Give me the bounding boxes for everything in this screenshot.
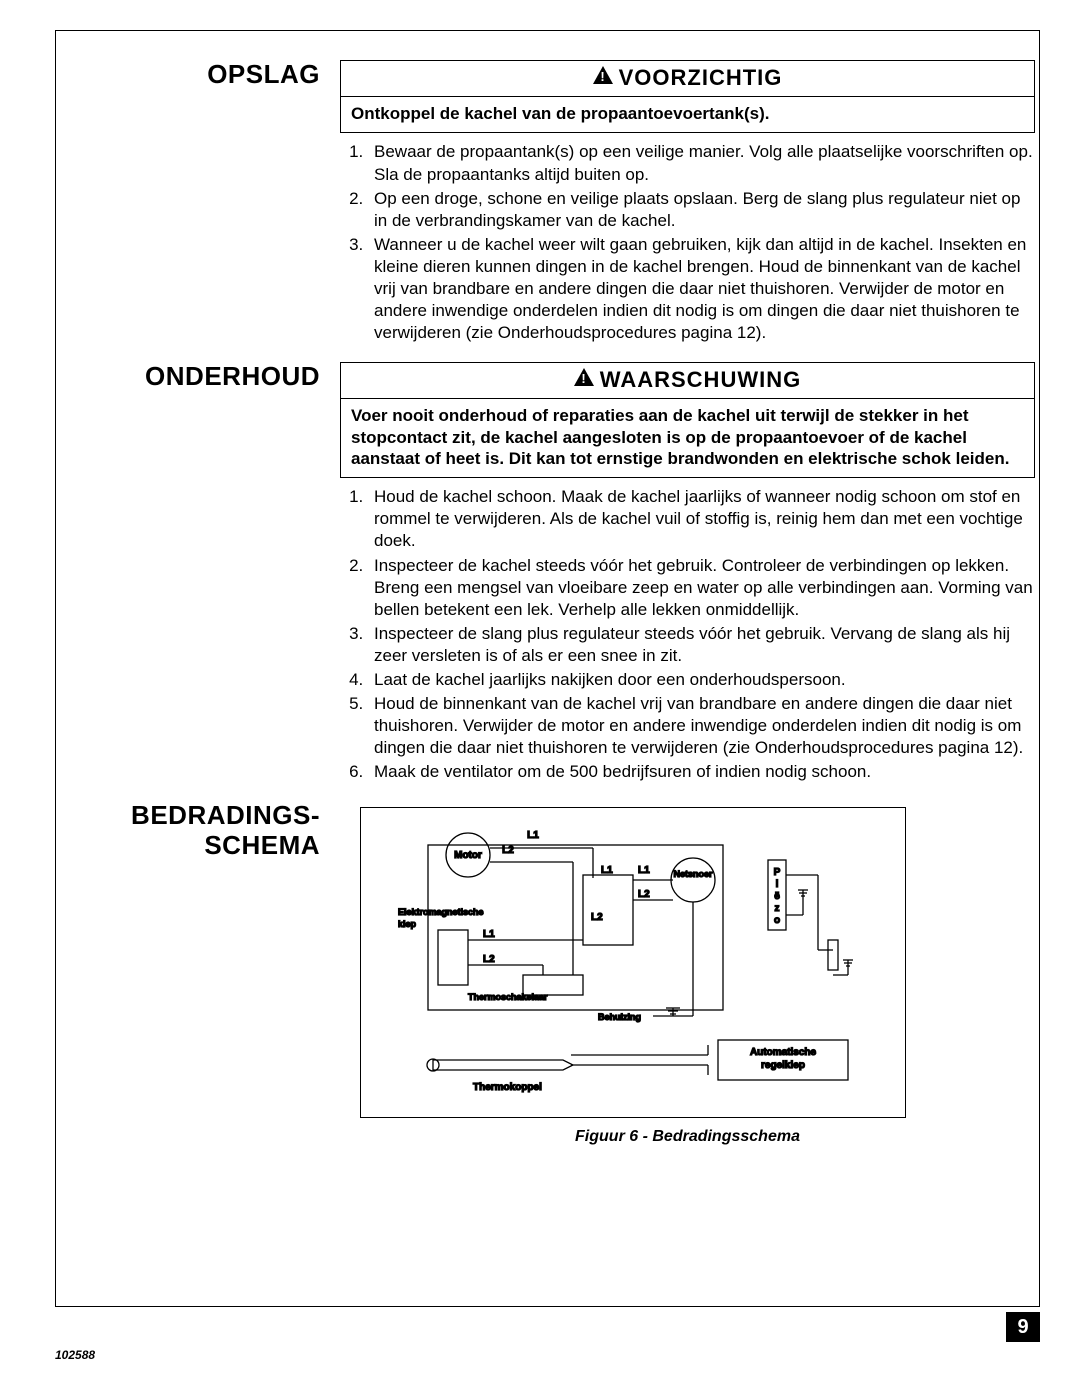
list-item: Bewaar de propaantank(s) op een veilige …	[368, 141, 1035, 185]
label-motor: Motor	[454, 850, 482, 861]
alert-title: WAARSCHUWING	[600, 367, 801, 392]
alert-title: VOORZICHTIG	[619, 65, 783, 90]
list-item: Maak de ventilator om de 500 bedrijfsure…	[368, 761, 1035, 783]
alert-header: ! WAARSCHUWING	[341, 363, 1034, 399]
svg-text:L1: L1	[601, 865, 613, 876]
label-elektro-klep: Elektromagnetische	[398, 907, 484, 917]
document-id: 102588	[55, 1348, 95, 1362]
page-number: 9	[1006, 1312, 1040, 1342]
wiring-diagram: Motor L1 L2 L1	[360, 807, 906, 1118]
alert-body: Ontkoppel de kachel van de propaantoevoe…	[341, 97, 1034, 132]
svg-text:P: P	[774, 867, 781, 878]
opslag-list: Bewaar de propaantank(s) op een veilige …	[340, 141, 1035, 344]
label-auto-klep: Automatische	[750, 1047, 817, 1058]
figure-caption: Figuur 6 - Bedradingsschema	[340, 1128, 1035, 1146]
list-item: Wanneer u de kachel weer wilt gaan gebru…	[368, 234, 1035, 344]
svg-text:!: !	[600, 69, 605, 84]
list-item: Op een droge, schone en veilige plaats o…	[368, 188, 1035, 232]
svg-text:L1: L1	[638, 865, 650, 876]
list-item: Laat de kachel jaarlijks nakijken door e…	[368, 669, 1035, 691]
svg-text:o: o	[774, 915, 780, 926]
svg-text:!: !	[581, 371, 586, 386]
svg-text:i: i	[776, 879, 779, 890]
list-item: Houd de binnenkant van de kachel vrij va…	[368, 693, 1035, 759]
alert-voorzichtig: ! VOORZICHTIG Ontkoppel de kachel van de…	[340, 60, 1035, 133]
alert-body: Voer nooit onderhoud of reparaties aan d…	[341, 399, 1034, 477]
svg-text:z: z	[775, 903, 780, 914]
section-heading-opslag: OPSLAG	[120, 60, 340, 90]
svg-text:ë: ë	[774, 891, 780, 902]
list-item: Inspecteer de slang plus regulateur stee…	[368, 623, 1035, 667]
svg-text:klep: klep	[398, 919, 417, 929]
section-heading-onderhoud: ONDERHOUD	[120, 362, 340, 392]
label-thermokoppel: Thermokoppel	[473, 1082, 542, 1093]
list-item: Houd de kachel schoon. Maak de kachel ja…	[368, 486, 1035, 552]
alert-waarschuwing: ! WAARSCHUWING Voer nooit onderhoud of r…	[340, 362, 1035, 478]
svg-text:L2: L2	[483, 954, 495, 965]
warning-icon: !	[593, 64, 613, 90]
svg-text:L2: L2	[502, 845, 514, 856]
wiring-svg: Motor L1 L2 L1	[373, 820, 868, 1100]
svg-text:L2: L2	[591, 912, 603, 923]
alert-header: ! VOORZICHTIG	[341, 61, 1034, 97]
section-heading-bedrading: BEDRADINGS- SCHEMA	[120, 801, 340, 861]
svg-text:regelklep: regelklep	[761, 1060, 805, 1071]
list-item: Inspecteer de kachel steeds vóór het geb…	[368, 555, 1035, 621]
label-thermoschakelaar: Thermoschakelaar	[468, 992, 548, 1002]
label-netsnoer: Netsnoer	[673, 869, 713, 879]
svg-text:L1: L1	[527, 830, 539, 841]
svg-text:L1: L1	[483, 929, 495, 940]
svg-text:L2: L2	[638, 889, 650, 900]
label-behuizing: Behuizing	[598, 1012, 641, 1022]
warning-icon: !	[574, 366, 594, 392]
onderhoud-list: Houd de kachel schoon. Maak de kachel ja…	[340, 486, 1035, 783]
